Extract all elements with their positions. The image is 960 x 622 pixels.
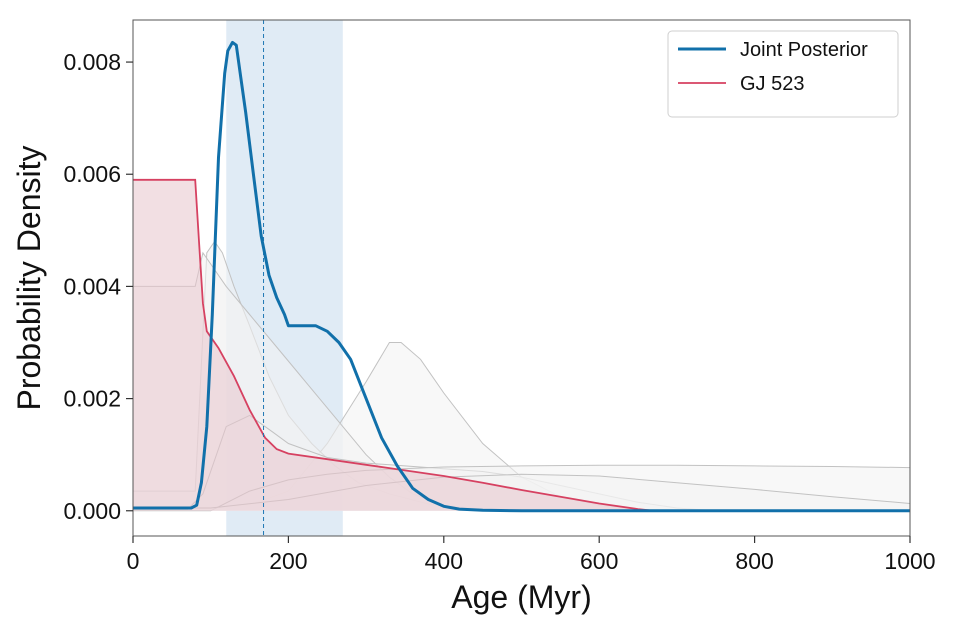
- gj523-area: [133, 179, 910, 511]
- legend-label: Joint Posterior: [740, 39, 868, 61]
- x-tick-label: 1000: [884, 548, 935, 574]
- x-axis-label: Age (Myr): [451, 579, 591, 615]
- x-tick-label: 600: [580, 548, 618, 574]
- y-tick-label: 0.000: [63, 498, 121, 524]
- x-axis: 0 200 400 600 800 1000: [127, 536, 936, 574]
- gj523-line: [133, 178, 910, 512]
- legend-label: GJ 523: [740, 73, 804, 95]
- y-axis: 0.000 0.002 0.004 0.006 0.008: [63, 49, 133, 524]
- x-tick-label: 200: [269, 548, 307, 574]
- y-tick-label: 0.004: [63, 273, 121, 299]
- y-axis-label: Probability Density: [11, 146, 47, 411]
- legend: Joint Posterior GJ 523: [667, 30, 899, 118]
- x-tick-label: 0: [127, 548, 140, 574]
- x-tick-label: 800: [735, 548, 773, 574]
- x-tick-label: 400: [425, 548, 463, 574]
- y-tick-label: 0.006: [63, 161, 121, 187]
- y-tick-label: 0.002: [63, 386, 121, 412]
- joint-posterior-line: [133, 40, 910, 513]
- legend-box: [667, 30, 899, 118]
- background-curve-fill: [133, 252, 910, 511]
- plot-frame: [132, 19, 911, 537]
- y-tick-label: 0.008: [63, 49, 121, 75]
- plot-area: [133, 20, 911, 536]
